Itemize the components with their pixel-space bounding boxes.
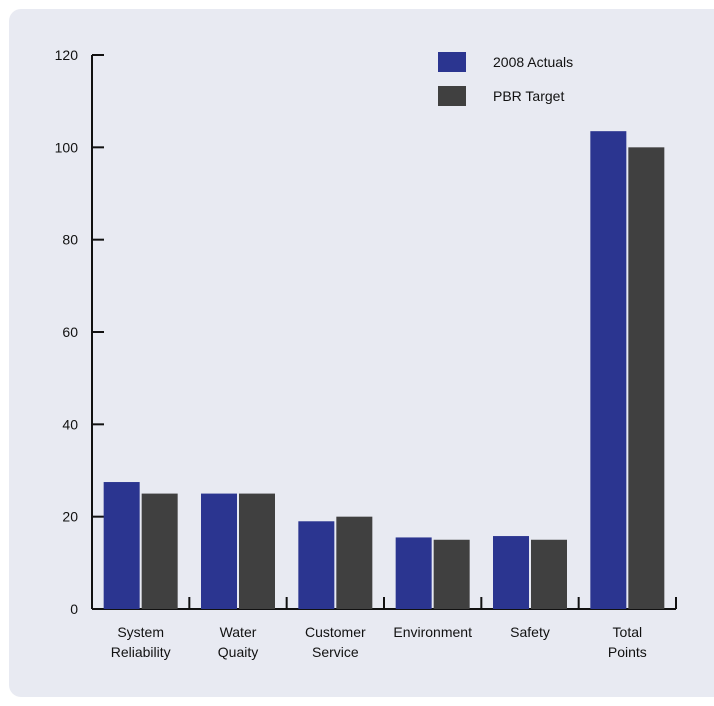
category-label: Customer [305,624,366,640]
bar-2008-actuals [493,536,529,609]
category-label: Reliability [111,644,171,660]
bar-pbr-target [628,147,665,610]
category-label: Quaity [218,644,258,660]
legend-swatch [438,86,466,106]
bar-2008-actuals [103,482,140,609]
y-tick-label: 80 [62,232,78,248]
bar-2008-actuals [298,521,335,609]
bar-pbr-target [141,493,178,609]
bar-2008-actuals [590,131,627,610]
y-tick-label: 0 [70,601,78,617]
y-tick-label: 60 [62,324,78,340]
y-tick-label: 100 [55,139,79,155]
category-label: System [117,624,164,640]
legend-swatch [438,52,466,72]
y-tick-label: 120 [55,47,79,63]
bar-pbr-target [531,539,567,609]
y-tick-label: 40 [62,416,78,432]
y-tick-label: 20 [62,509,78,525]
bar-pbr-target [239,493,275,609]
bar-pbr-target [336,516,373,609]
bar-pbr-target [433,539,470,609]
bar-2008-actuals [201,493,237,609]
category-label: Water [220,624,257,640]
category-label: Total [613,624,643,640]
category-label: Safety [510,624,550,640]
category-label: Environment [393,624,472,640]
bar-2008-actuals [395,537,432,609]
legend-label: PBR Target [493,88,564,104]
legend-label: 2008 Actuals [493,54,573,70]
category-label: Service [312,644,359,660]
category-label: Points [608,644,647,660]
